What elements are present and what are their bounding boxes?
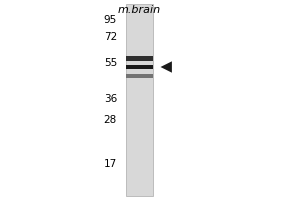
Bar (126, 56, 153, 61)
Bar (126, 4, 153, 196)
Text: 36: 36 (104, 94, 117, 104)
Text: 72: 72 (104, 32, 117, 42)
Bar (126, 65, 153, 69)
Bar (126, 74, 153, 78)
Polygon shape (160, 61, 172, 73)
Text: 17: 17 (104, 159, 117, 169)
Text: 55: 55 (104, 58, 117, 68)
Text: m.brain: m.brain (118, 5, 161, 15)
Text: 28: 28 (104, 115, 117, 125)
Text: 95: 95 (104, 15, 117, 25)
